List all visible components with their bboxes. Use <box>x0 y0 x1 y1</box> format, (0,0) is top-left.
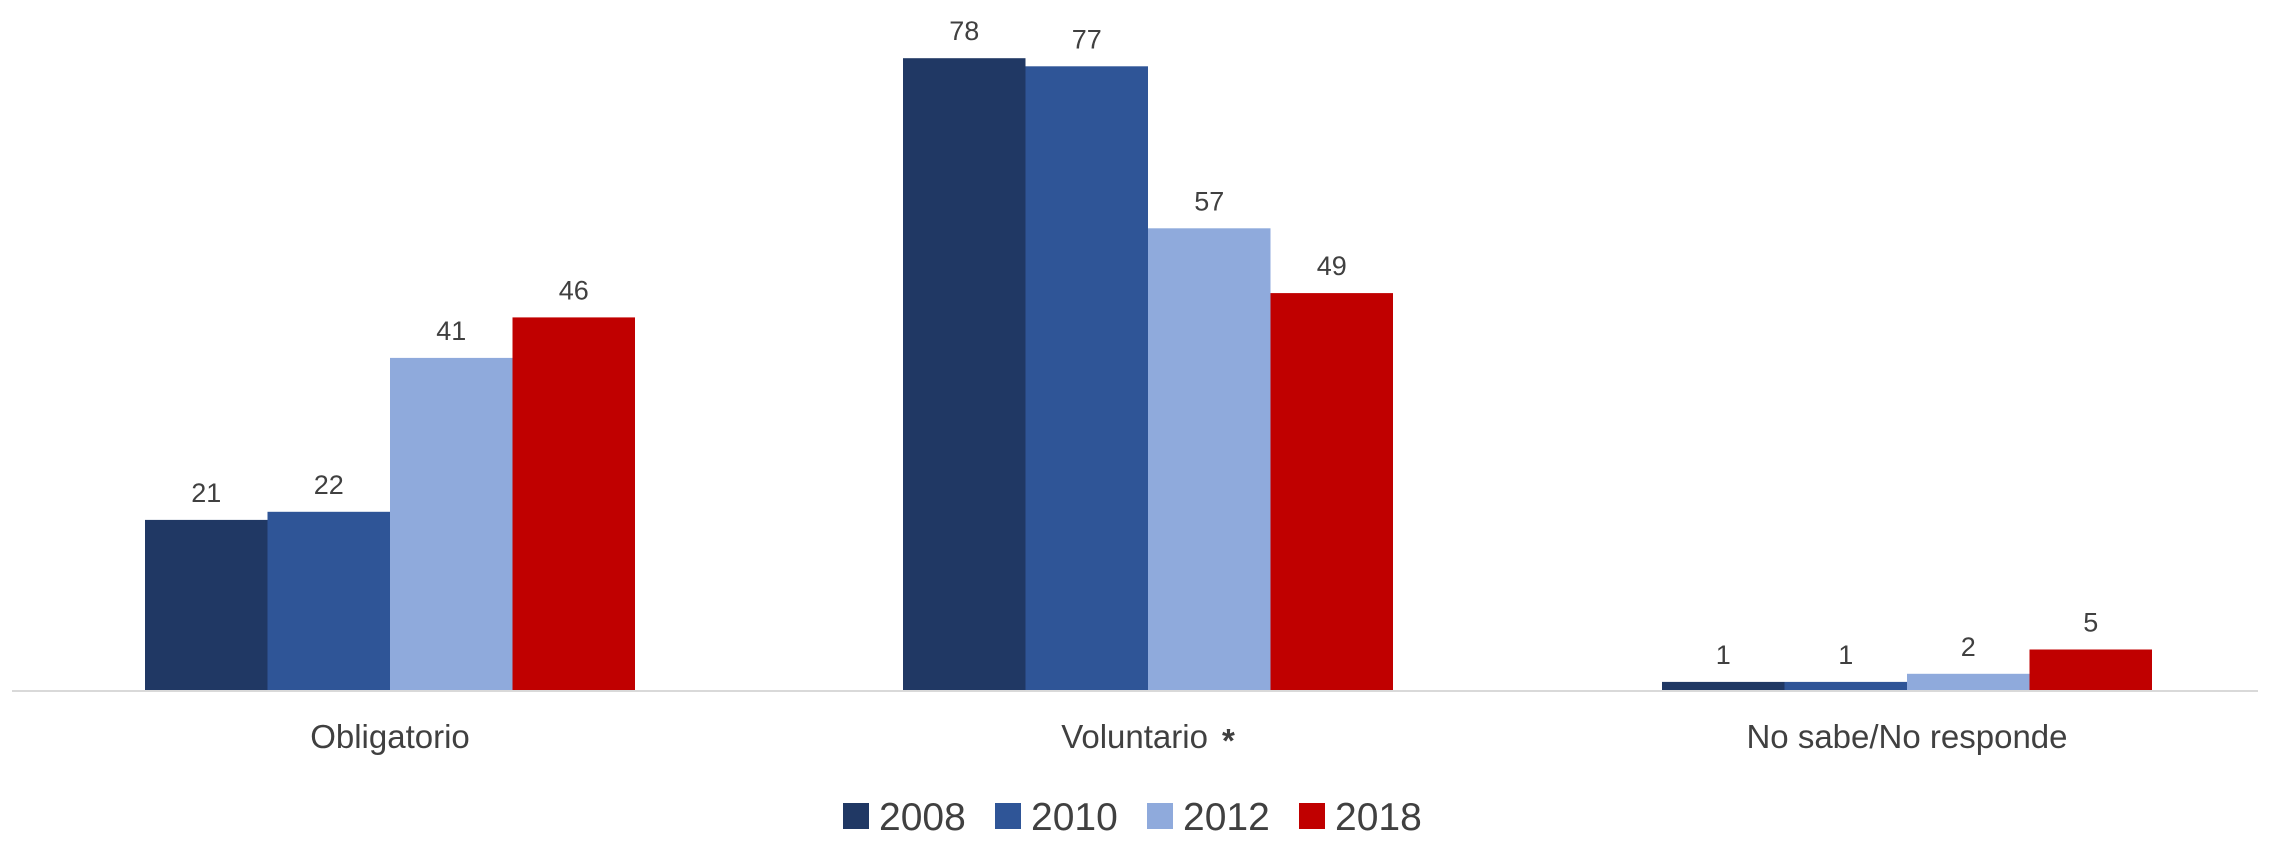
legend-swatch-2010 <box>995 803 1021 829</box>
data-label-2012-2: 2 <box>1961 632 1976 662</box>
data-label-2018-2: 5 <box>2083 608 2098 638</box>
bar-2012-0 <box>390 357 513 690</box>
legend-swatch-2008 <box>843 803 869 829</box>
bar-2018-0 <box>512 317 635 690</box>
data-label-2010-2: 1 <box>1838 640 1853 670</box>
data-label-2010-1: 77 <box>1072 24 1102 54</box>
data-label-2018-0: 46 <box>559 275 589 305</box>
data-label-2008-2: 1 <box>1716 640 1731 670</box>
bar-2018-2 <box>2029 649 2152 690</box>
bar-2010-0 <box>267 511 390 690</box>
bar-2008-1 <box>903 58 1026 690</box>
category-label-2: No sabe/No responde <box>1746 718 2067 755</box>
data-label-2008-0: 21 <box>191 478 221 508</box>
category-label-1: Voluntario * <box>1061 718 1235 759</box>
legend-label-2018: 2018 <box>1335 796 1422 839</box>
category-label-0: Obligatorio <box>310 718 470 755</box>
legend-swatch-2018 <box>1299 803 1325 829</box>
data-label-2012-0: 41 <box>436 316 466 346</box>
bar-2012-2 <box>1907 673 2030 690</box>
bar-2008-2 <box>1662 681 1785 690</box>
bar-2010-1 <box>1025 66 1148 691</box>
legend: 2008 2010 2012 2018 <box>843 796 1422 839</box>
bar-2008-0 <box>145 519 268 690</box>
bar-2018-1 <box>1270 293 1393 690</box>
category-mark-1: * <box>1222 722 1235 759</box>
data-label-2018-1: 49 <box>1317 251 1347 281</box>
legend-label-2012: 2012 <box>1183 796 1270 839</box>
bars-group <box>145 58 2152 691</box>
legend-label-2008: 2008 <box>879 796 966 839</box>
data-label-2008-1: 78 <box>949 16 979 46</box>
data-label-2012-1: 57 <box>1194 186 1224 216</box>
bar-2010-2 <box>1784 681 1907 690</box>
legend-swatch-2012 <box>1147 803 1173 829</box>
data-label-2010-0: 22 <box>314 470 344 500</box>
data-labels-group: 21 22 41 46 78 77 57 49 1 1 2 5 <box>191 16 2098 670</box>
bar-2012-1 <box>1148 228 1271 691</box>
category-labels-group: Obligatorio Voluntario * No sabe/No respond… <box>310 718 2067 759</box>
legend-label-2010: 2010 <box>1031 796 1118 839</box>
